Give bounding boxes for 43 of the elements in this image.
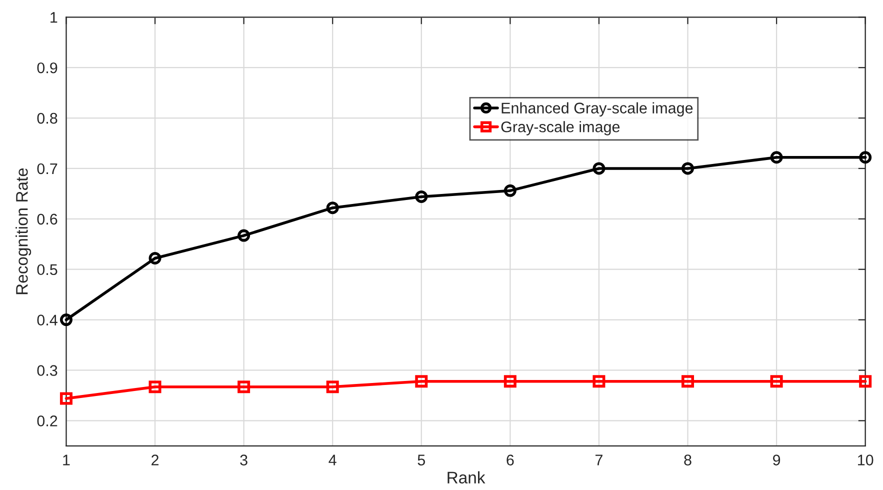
legend-label: Gray-scale image [501,121,620,136]
y-tick-label: 0.8 [37,112,58,124]
y-tick-label: 1 [50,12,58,23]
point [682,375,694,388]
x-tick-label: 6 [506,454,514,466]
point [770,151,783,164]
x-axis-title: Rank [448,471,486,484]
x-tick-label: 4 [328,454,336,466]
x-tick-label: 10 [858,454,874,466]
point [415,190,428,203]
y-tick-label: 0.4 [37,314,58,326]
point [415,375,428,388]
point [682,162,694,175]
y-tick-label: 0.2 [37,416,58,426]
point [859,375,872,388]
point [504,375,516,388]
point [60,314,72,326]
y-tick-label: 0.5 [37,264,58,276]
point [592,375,606,388]
x-tick-label: 8 [684,454,692,466]
point [770,375,783,388]
point [592,162,606,175]
legend-label: Enhanced Gray-scale image [502,102,693,116]
y-tick-label: 0.7 [37,163,58,174]
point [326,202,339,214]
x-tick-label: 9 [773,454,780,466]
point [326,380,339,394]
x-tick-label: 1 [63,454,70,466]
point [859,151,872,164]
point [504,184,516,197]
point [238,380,250,394]
point [148,380,162,394]
y-tick-label: 0.6 [37,214,58,225]
point [60,392,72,405]
point [238,229,250,242]
y-tick-label: 0.3 [37,365,58,376]
point [148,252,162,265]
x-tick-label: 5 [418,454,425,466]
y-axis-title: Recognition Rate [16,168,32,294]
x-tick-label: 7 [596,454,602,466]
x-tick-label: 3 [240,454,248,466]
x-tick-label: 2 [152,454,158,466]
y-tick-label: 0.9 [37,62,58,74]
